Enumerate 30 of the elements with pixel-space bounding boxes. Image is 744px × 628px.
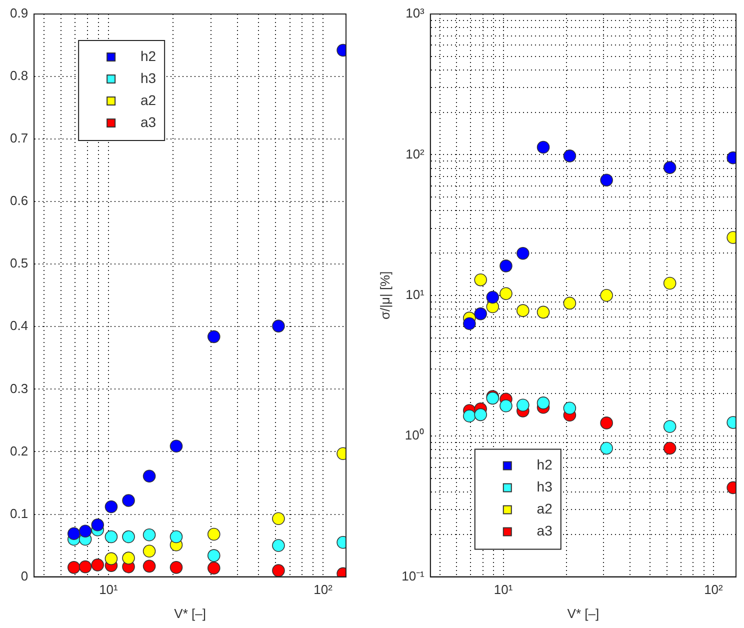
legend-label: a2 xyxy=(536,500,553,517)
y-tick-label: 0.5 xyxy=(10,256,28,271)
y-tick-label: 0.8 xyxy=(10,68,28,84)
legend-label: h3 xyxy=(140,70,156,86)
y-tick-label: 0.9 xyxy=(10,6,28,21)
x-axis-title: V* [–] xyxy=(567,606,600,621)
y-tick-label: 0.7 xyxy=(10,130,28,146)
y-tick-label: 0.2 xyxy=(10,443,28,458)
y-tick-label: 10⁻¹ xyxy=(402,568,426,584)
y-tick-label: 0 xyxy=(20,568,28,584)
y-tick-label: 0.6 xyxy=(10,193,28,208)
legend-label: a3 xyxy=(140,114,156,130)
x-axis-title: V* [–] xyxy=(174,606,206,621)
legend-label: h2 xyxy=(140,48,156,64)
legend-label: h3 xyxy=(536,478,553,495)
x-tick-label: 10¹ xyxy=(494,582,514,598)
y-tick-label: 0.4 xyxy=(10,318,28,334)
y-tick-label: 10² xyxy=(406,146,426,162)
y-tick-label: 10¹ xyxy=(406,286,426,302)
legend-label: a2 xyxy=(140,92,156,108)
y-tick-label: 0.3 xyxy=(10,380,28,396)
y-tick-label: 10³ xyxy=(406,6,426,21)
y-axis-title: σ/|μ| [%] xyxy=(377,271,392,320)
y-tick-label: 10⁰ xyxy=(404,428,424,443)
legend-label: a3 xyxy=(536,522,553,539)
y-tick-label: 0.1 xyxy=(10,506,28,521)
x-tick-label: 10¹ xyxy=(99,582,119,598)
legend-label: h2 xyxy=(536,456,553,473)
x-tick-label: 10² xyxy=(314,582,334,598)
x-tick-label: 10² xyxy=(704,582,724,598)
